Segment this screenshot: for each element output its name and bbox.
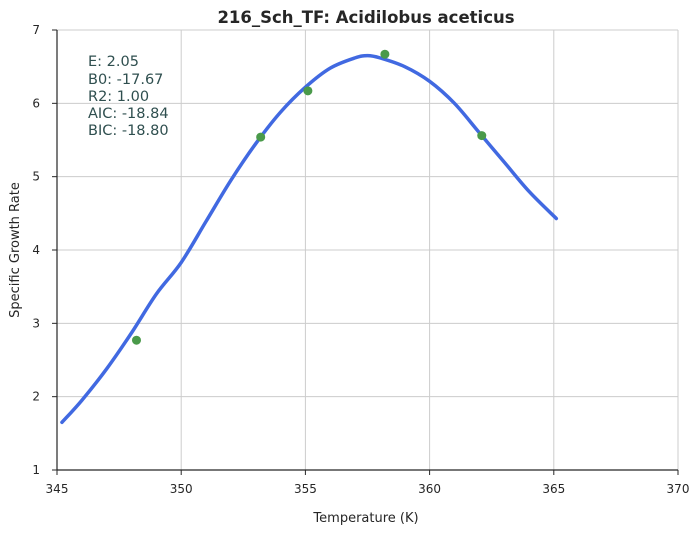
y-tick-label: 4 <box>32 243 40 257</box>
data-point <box>477 131 487 141</box>
stat-e: E: 2.05 <box>88 54 139 70</box>
stat-r2: R2: 1.00 <box>88 89 149 105</box>
fitted-curve <box>60 53 559 425</box>
x-tick-label: 360 <box>418 482 441 496</box>
y-axis-label: Specific Growth Rate <box>8 182 23 318</box>
grid <box>57 29 679 470</box>
data-point <box>303 86 313 96</box>
data-point <box>256 132 266 142</box>
chart-title: 216_Sch_TF: Acidilobus aceticus <box>217 8 514 27</box>
stat-bic: BIC: -18.80 <box>88 123 169 139</box>
marks <box>60 49 559 425</box>
stat-aic: AIC: -18.84 <box>88 106 169 122</box>
x-tick-label: 345 <box>46 482 69 496</box>
x-tick-label: 355 <box>294 482 317 496</box>
x-axis-label: Temperature (K) <box>312 511 418 526</box>
y-tick-label: 5 <box>32 170 40 184</box>
y-tick-label: 7 <box>32 23 40 37</box>
data-point <box>380 49 390 59</box>
y-tick-label: 1 <box>32 463 40 477</box>
y-tick-label: 6 <box>32 96 40 110</box>
stat-b0: B0: -17.67 <box>88 72 163 88</box>
y-tick-label: 2 <box>32 390 40 404</box>
x-tick-label: 350 <box>170 482 193 496</box>
x-tick-label: 370 <box>667 482 690 496</box>
data-point <box>131 335 141 345</box>
fit-statistics: E: 2.05 B0: -17.67 R2: 1.00 AIC: -18.84 … <box>88 54 169 139</box>
y-tick-label: 3 <box>32 316 40 330</box>
x-tick-label: 365 <box>542 482 565 496</box>
